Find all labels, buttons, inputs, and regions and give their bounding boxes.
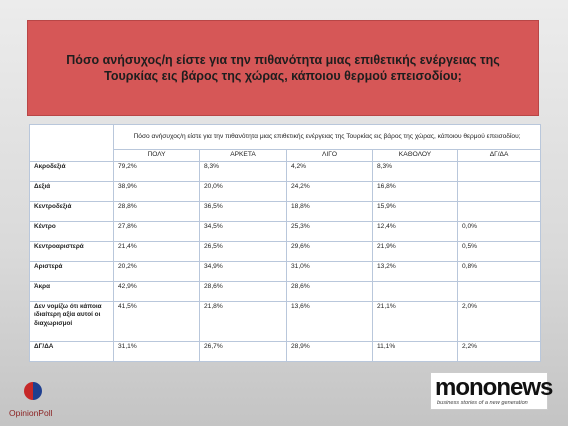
value-cell: 28,9% — [286, 340, 373, 362]
value-cell: 26,7% — [199, 340, 287, 362]
column-header: ΠΟΛΥ — [113, 149, 200, 162]
column-header-row: ΠΟΛΥ ΑΡΚΕΤΑ ΛΙΓΟ ΚΑΘΟΛΟΥ ΔΓ/ΔΑ — [30, 149, 542, 162]
row-label: Δεξιά — [29, 180, 114, 202]
value-cell: 34,9% — [199, 260, 287, 282]
results-table: Πόσο ανήσυχος/η είστε για την πιθανότητα… — [29, 124, 542, 362]
logo-half-blue — [33, 382, 42, 400]
table-row: Αριστερά 20,2% 34,9% 31,0% 13,2% 0,8% — [29, 260, 542, 282]
value-cell: 28,6% — [286, 280, 373, 302]
value-cell: 20,0% — [199, 180, 287, 202]
table-row: Άκρα 42,9% 28,6% 28,6% — [29, 280, 542, 302]
table-row: Δεξιά 38,9% 20,0% 24,2% 16,8% — [29, 180, 542, 202]
value-cell: 0,5% — [456, 240, 542, 262]
empty-cell — [456, 180, 542, 202]
empty-cell — [456, 160, 542, 182]
row-label: Ακροδεξιά — [29, 160, 114, 182]
row-label: Αριστερά — [29, 260, 114, 282]
row-label: Κεντροδεξιά — [29, 200, 114, 222]
table-row: Ακροδεξιά 79,2% 8,3% 4,2% 8,3% — [29, 160, 542, 182]
value-cell: 20,2% — [113, 260, 200, 282]
row-label: ΔΓ/ΔΑ — [29, 340, 114, 362]
value-cell: 12,4% — [372, 220, 458, 242]
table-row: Κεντροαριστερά 21,4% 26,5% 29,6% 21,9% 0,5% — [29, 240, 542, 262]
value-cell: 2,0% — [456, 300, 542, 342]
value-cell: 18,8% — [286, 200, 373, 222]
value-cell: 31,1% — [113, 340, 200, 362]
value-cell: 11,1% — [372, 340, 458, 362]
column-header: ΔΓ/ΔΑ — [456, 149, 542, 162]
title: Πόσο ανήσυχος/η είστε για την πιθανότητα… — [66, 53, 500, 83]
value-cell: 31,0% — [286, 260, 373, 282]
value-cell: 79,2% — [113, 160, 200, 182]
opinionpoll-logo — [24, 382, 42, 400]
header-row: Πόσο ανήσυχος/η είστε για την πιθανότητα… — [29, 124, 542, 162]
value-cell: 27,8% — [113, 220, 200, 242]
column-header: ΛΙΓΟ — [286, 149, 373, 162]
value-cell: 34,5% — [199, 220, 287, 242]
title-box: Πόσο ανήσυχος/η είστε για την πιθανότητα… — [27, 20, 539, 116]
value-cell: 28,8% — [113, 200, 200, 222]
column-header: ΚΑΘΟΛΟΥ — [372, 149, 458, 162]
logo-half-red — [24, 382, 33, 400]
value-cell: 4,2% — [286, 160, 373, 182]
value-cell: 28,6% — [199, 280, 287, 302]
value-cell: 21,9% — [372, 240, 458, 262]
row-label: Άκρα — [29, 280, 114, 302]
empty-cell — [372, 280, 458, 302]
value-cell: 8,3% — [199, 160, 287, 182]
value-cell: 21,4% — [113, 240, 200, 262]
value-cell: 41,5% — [113, 300, 200, 342]
empty-cell — [456, 280, 542, 302]
value-cell: 36,5% — [199, 200, 287, 222]
value-cell: 0,0% — [456, 220, 542, 242]
table-row: Κεντροδεξιά 28,8% 36,5% 18,8% 15,9% — [29, 200, 542, 222]
value-cell: 2,2% — [456, 340, 542, 362]
column-header: ΑΡΚΕΤΑ — [199, 149, 287, 162]
value-cell: 29,6% — [286, 240, 373, 262]
value-cell: 25,3% — [286, 220, 373, 242]
value-cell: 8,3% — [372, 160, 458, 182]
value-cell: 0,8% — [456, 260, 542, 282]
value-cell: 38,9% — [113, 180, 200, 202]
row-label: Κέντρο — [29, 220, 114, 242]
value-cell: 21,1% — [372, 300, 458, 342]
value-cell: 42,9% — [113, 280, 200, 302]
value-cell: 21,8% — [199, 300, 287, 342]
value-cell: 16,8% — [372, 180, 458, 202]
value-cell: 26,5% — [199, 240, 287, 262]
question: Πόσο ανήσυχος/η είστε για την πιθανότητα… — [112, 124, 542, 150]
value-cell: 13,2% — [372, 260, 458, 282]
value-cell: 13,6% — [286, 300, 373, 342]
row-label: Κεντροαριστερά — [29, 240, 114, 262]
empty-cell — [456, 200, 542, 222]
table-row: ΔΓ/ΔΑ 31,1% 26,7% 28,9% 11,1% 2,2% — [29, 340, 542, 362]
table-body: Πόσο ανήσυχος/η είστε για την πιθανότητα… — [29, 124, 542, 362]
table-row: Δεν νομίζω ότι κάποια ιδιαίτερη αξία αυτ… — [29, 300, 542, 342]
corner-cell — [29, 124, 114, 162]
table-row: Κέντρο 27,8% 34,5% 25,3% 12,4% 0,0% — [29, 220, 542, 242]
opinionpoll-name: OpinionPoll — [9, 408, 53, 418]
value-cell: 15,9% — [372, 200, 458, 222]
value-cell: 24,2% — [286, 180, 373, 202]
mononews-tagline: business stories of a new generation — [437, 400, 528, 406]
row-label: Δεν νομίζω ότι κάποια ιδιαίτερη αξία αυτ… — [29, 300, 114, 342]
mononews-logo: mononews business stories of a new gener… — [430, 372, 553, 410]
mononews-name: mononews — [435, 374, 553, 401]
